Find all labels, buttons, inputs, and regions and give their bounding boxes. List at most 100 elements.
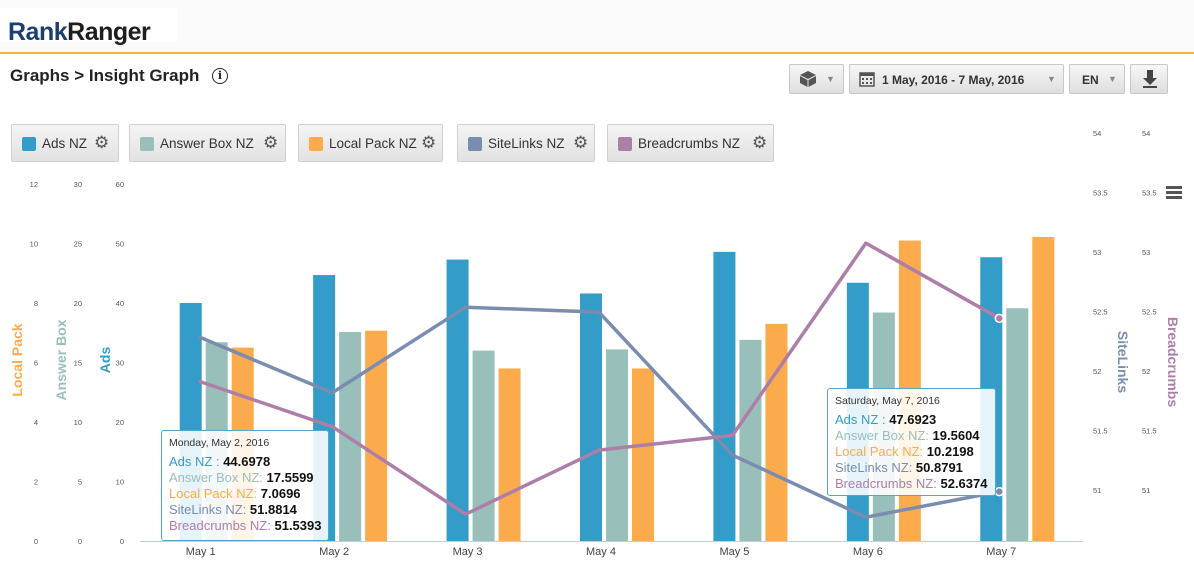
tooltip-row: Breadcrumbs NZ: 51.5393 <box>169 518 322 533</box>
line-breadcrumbs-nz[interactable] <box>198 241 1001 516</box>
answer-box-tick: 25 <box>74 240 82 249</box>
tooltip-row: Local Pack NZ: 7.0696 <box>169 486 301 501</box>
download-button[interactable] <box>1130 64 1168 94</box>
top-bar: RankRanger <box>0 0 1194 54</box>
download-icon <box>1143 70 1157 88</box>
ads-tick: 40 <box>116 299 124 308</box>
local-pack-tick: 2 <box>34 478 38 487</box>
ads-tick: 60 <box>116 180 124 189</box>
sitelinks-tick: 52 <box>1093 367 1101 376</box>
tooltip-may-7: Saturday, May 7, 2016 Ads NZ : 47.6923 A… <box>827 388 996 496</box>
gear-icon[interactable]: ⚙ <box>752 133 768 152</box>
legend-item-answer-box[interactable]: Answer Box NZ ⚙ <box>129 124 286 162</box>
legend-label: Ads NZ <box>42 136 88 151</box>
legend-item-breadcrumbs[interactable]: Breadcrumbs NZ ⚙ <box>607 124 774 162</box>
legend-swatch <box>618 137 632 151</box>
sitelinks-axis: 51 51.5 52 52.5 53 53.5 54 <box>1093 129 1108 495</box>
ads-tick: 0 <box>120 537 124 546</box>
answer-box-tick: 20 <box>74 299 82 308</box>
page-title: Graphs > Insight Graph <box>10 66 200 85</box>
gear-icon[interactable]: ⚙ <box>573 133 589 152</box>
breadcrumbs-tick: 53.5 <box>1142 189 1157 198</box>
chart-type-dropdown[interactable]: ▼ <box>789 64 844 94</box>
language-label: EN <box>1082 73 1099 87</box>
date-range-label: 1 May, 2016 - 7 May, 2016 <box>882 73 1025 87</box>
x-tick-label: May 6 <box>853 546 883 558</box>
bar-local-pack-nz[interactable] <box>765 323 788 541</box>
local-pack-tick: 12 <box>30 180 38 189</box>
bar-local-pack-nz[interactable] <box>365 330 388 541</box>
local-pack-tick: 6 <box>34 359 38 368</box>
breadcrumbs-tick: 51 <box>1142 486 1150 495</box>
ads-tick: 20 <box>116 418 124 427</box>
x-tick-label: May 3 <box>453 546 483 558</box>
answer-box-tick: 15 <box>74 359 82 368</box>
local-pack-tick: 10 <box>30 240 38 249</box>
legend-label: SiteLinks NZ <box>488 136 565 151</box>
date-range-picker[interactable]: 1 May, 2016 - 7 May, 2016 ▼ <box>849 64 1064 94</box>
answer-box-tick: 30 <box>74 180 82 189</box>
legend-label: Breadcrumbs NZ <box>638 136 741 151</box>
answer-box-axis-title: Answer Box <box>53 319 69 400</box>
line-sitelinks-nz[interactable] <box>198 305 1000 519</box>
cube-icon <box>800 71 816 87</box>
tooltip-row: Answer Box NZ: 19.5604 <box>835 428 980 443</box>
legend-label: Answer Box NZ <box>160 136 254 151</box>
line-series <box>198 241 1005 519</box>
bar-ads-nz[interactable] <box>446 259 469 541</box>
sitelinks-tick: 53 <box>1093 248 1101 257</box>
x-axis: May 1 May 2 May 3 May 4 May 5 May 6 May 7 <box>186 546 1017 558</box>
line-point[interactable] <box>994 313 1005 324</box>
breadcrumbs-tick: 54 <box>1142 129 1150 138</box>
ads-tick: 30 <box>116 359 124 368</box>
x-tick-label: May 1 <box>186 546 216 558</box>
local-pack-tick: 4 <box>34 418 38 427</box>
legend-label: Local Pack NZ <box>329 136 417 151</box>
bar-local-pack-nz[interactable] <box>632 368 654 541</box>
bar-answer-box-nz[interactable] <box>1006 308 1029 541</box>
bar-ads-nz[interactable] <box>713 251 736 541</box>
answer-box-tick: 10 <box>74 418 82 427</box>
chart-menu-icon[interactable] <box>1166 186 1182 201</box>
tooltip-row: Ads NZ : 44.6978 <box>169 454 271 469</box>
sitelinks-tick: 54 <box>1093 129 1101 138</box>
sitelinks-tick: 52.5 <box>1093 308 1108 317</box>
breadcrumbs-axis-title: Breadcrumbs <box>1165 317 1181 407</box>
legend-item-local-pack[interactable]: Local Pack NZ ⚙ <box>298 124 443 162</box>
line-point[interactable] <box>994 486 1005 497</box>
chevron-down-icon: ▼ <box>826 74 835 84</box>
bar-answer-box-nz[interactable] <box>472 350 495 541</box>
gear-icon[interactable]: ⚙ <box>263 133 279 152</box>
legend-swatch <box>140 137 154 151</box>
sitelinks-axis-title: SiteLinks <box>1115 331 1131 393</box>
local-pack-tick: 0 <box>34 537 38 546</box>
gear-icon[interactable]: ⚙ <box>421 133 437 152</box>
legend-swatch <box>468 137 482 151</box>
bar-answer-box-nz[interactable] <box>739 339 762 541</box>
tooltip-row: Breadcrumbs NZ: 52.6374 <box>835 476 988 491</box>
language-dropdown[interactable]: EN ▼ <box>1069 64 1125 94</box>
info-icon[interactable]: i <box>212 68 228 84</box>
bar-answer-box-nz[interactable] <box>606 349 628 541</box>
bar-local-pack-nz[interactable] <box>1032 236 1055 542</box>
sitelinks-tick: 51.5 <box>1093 427 1108 436</box>
breadcrumbs-tick: 53 <box>1142 248 1150 257</box>
logo[interactable]: RankRanger <box>0 8 177 46</box>
legend-item-ads[interactable]: Ads NZ ⚙ <box>11 124 119 162</box>
bar-local-pack-nz[interactable] <box>498 368 521 541</box>
tooltip-row: SiteLinks NZ: 50.8791 <box>835 460 963 475</box>
breadcrumbs-tick: 51.5 <box>1142 427 1157 436</box>
breadcrumbs-tick: 52 <box>1142 367 1150 376</box>
gear-icon[interactable]: ⚙ <box>94 133 110 152</box>
local-pack-axis-title: Local Pack <box>9 323 25 396</box>
bar-ads-nz[interactable] <box>580 293 602 541</box>
tooltip-date: Saturday, May 7, 2016 <box>835 395 940 407</box>
ads-tick: 50 <box>116 240 124 249</box>
legend-item-sitelinks[interactable]: SiteLinks NZ ⚙ <box>457 124 595 162</box>
x-tick-label: May 5 <box>719 546 749 558</box>
tooltip-row: Local Pack NZ: 10.2198 <box>835 444 974 459</box>
local-pack-tick: 8 <box>34 299 38 308</box>
answer-box-axis: 0 5 10 15 20 25 30 <box>74 180 82 546</box>
breadcrumbs-axis: 51 51.5 52 52.5 53 53.5 54 <box>1142 129 1157 495</box>
x-tick-label: May 2 <box>319 546 349 558</box>
